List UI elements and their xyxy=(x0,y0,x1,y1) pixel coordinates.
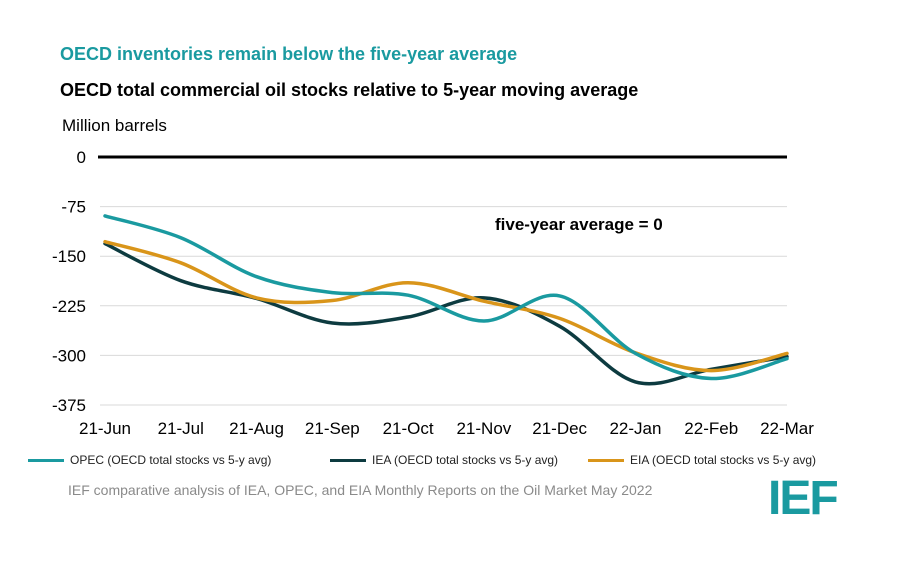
x-tick-label: 22-Feb xyxy=(684,419,738,438)
y-tick-label: -75 xyxy=(61,198,86,217)
legend-swatch-eia xyxy=(588,458,624,462)
chart-headline: OECD inventories remain below the five-y… xyxy=(60,44,518,64)
legend-swatch-iea xyxy=(330,458,366,462)
y-tick-label: -375 xyxy=(52,396,86,415)
legend-item-eia: EIA (OECD total stocks vs 5-y avg) xyxy=(588,453,816,467)
legend-label-iea: IEA (OECD total stocks vs 5-y avg) xyxy=(372,453,559,467)
y-axis-unit-label: Million barrels xyxy=(62,116,167,135)
x-tick-label: 21-Aug xyxy=(229,419,284,438)
five-year-average-annotation: five-year average = 0 xyxy=(495,215,663,234)
x-tick-label: 21-Sep xyxy=(305,419,360,438)
y-tick-label: 0 xyxy=(77,148,86,167)
x-tick-label: 22-Mar xyxy=(760,419,814,438)
legend-label-eia: EIA (OECD total stocks vs 5-y avg) xyxy=(630,453,817,467)
series-line-opec xyxy=(103,214,789,381)
legend-item-opec: OPEC (OECD total stocks vs 5-y avg) xyxy=(28,453,271,467)
ief-logo: IEF xyxy=(768,474,839,518)
series-lines xyxy=(103,214,789,386)
x-tick-label: 21-Dec xyxy=(532,419,587,438)
series-line-eia xyxy=(103,239,789,373)
y-tick-label: -150 xyxy=(52,247,86,266)
legend-swatch-opec xyxy=(28,458,64,462)
y-axis-tick-labels: 0 -75 -150 -225 -300 -375 xyxy=(52,148,86,415)
series-line-iea xyxy=(103,241,789,386)
y-tick-label: -300 xyxy=(52,346,86,365)
x-tick-label: 21-Jul xyxy=(158,419,204,438)
x-tick-label: 21-Jun xyxy=(79,419,131,438)
y-tick-label: -225 xyxy=(52,297,86,316)
legend-item-iea: IEA (OECD total stocks vs 5-y avg) xyxy=(330,453,558,467)
ief-logo-text: IEF xyxy=(768,474,837,518)
chart-title: OECD total commercial oil stocks relativ… xyxy=(60,80,639,100)
legend-label-opec: OPEC (OECD total stocks vs 5-y avg) xyxy=(70,453,272,467)
x-tick-label: 21-Oct xyxy=(383,419,434,438)
x-tick-label: 22-Jan xyxy=(609,419,661,438)
source-note: IEF comparative analysis of IEA, OPEC, a… xyxy=(68,482,653,498)
x-axis-tick-labels: 21-Jun 21-Jul 21-Aug 21-Sep 21-Oct 21-Nov 21-D… xyxy=(79,419,814,438)
x-tick-label: 21-Nov xyxy=(456,419,511,438)
